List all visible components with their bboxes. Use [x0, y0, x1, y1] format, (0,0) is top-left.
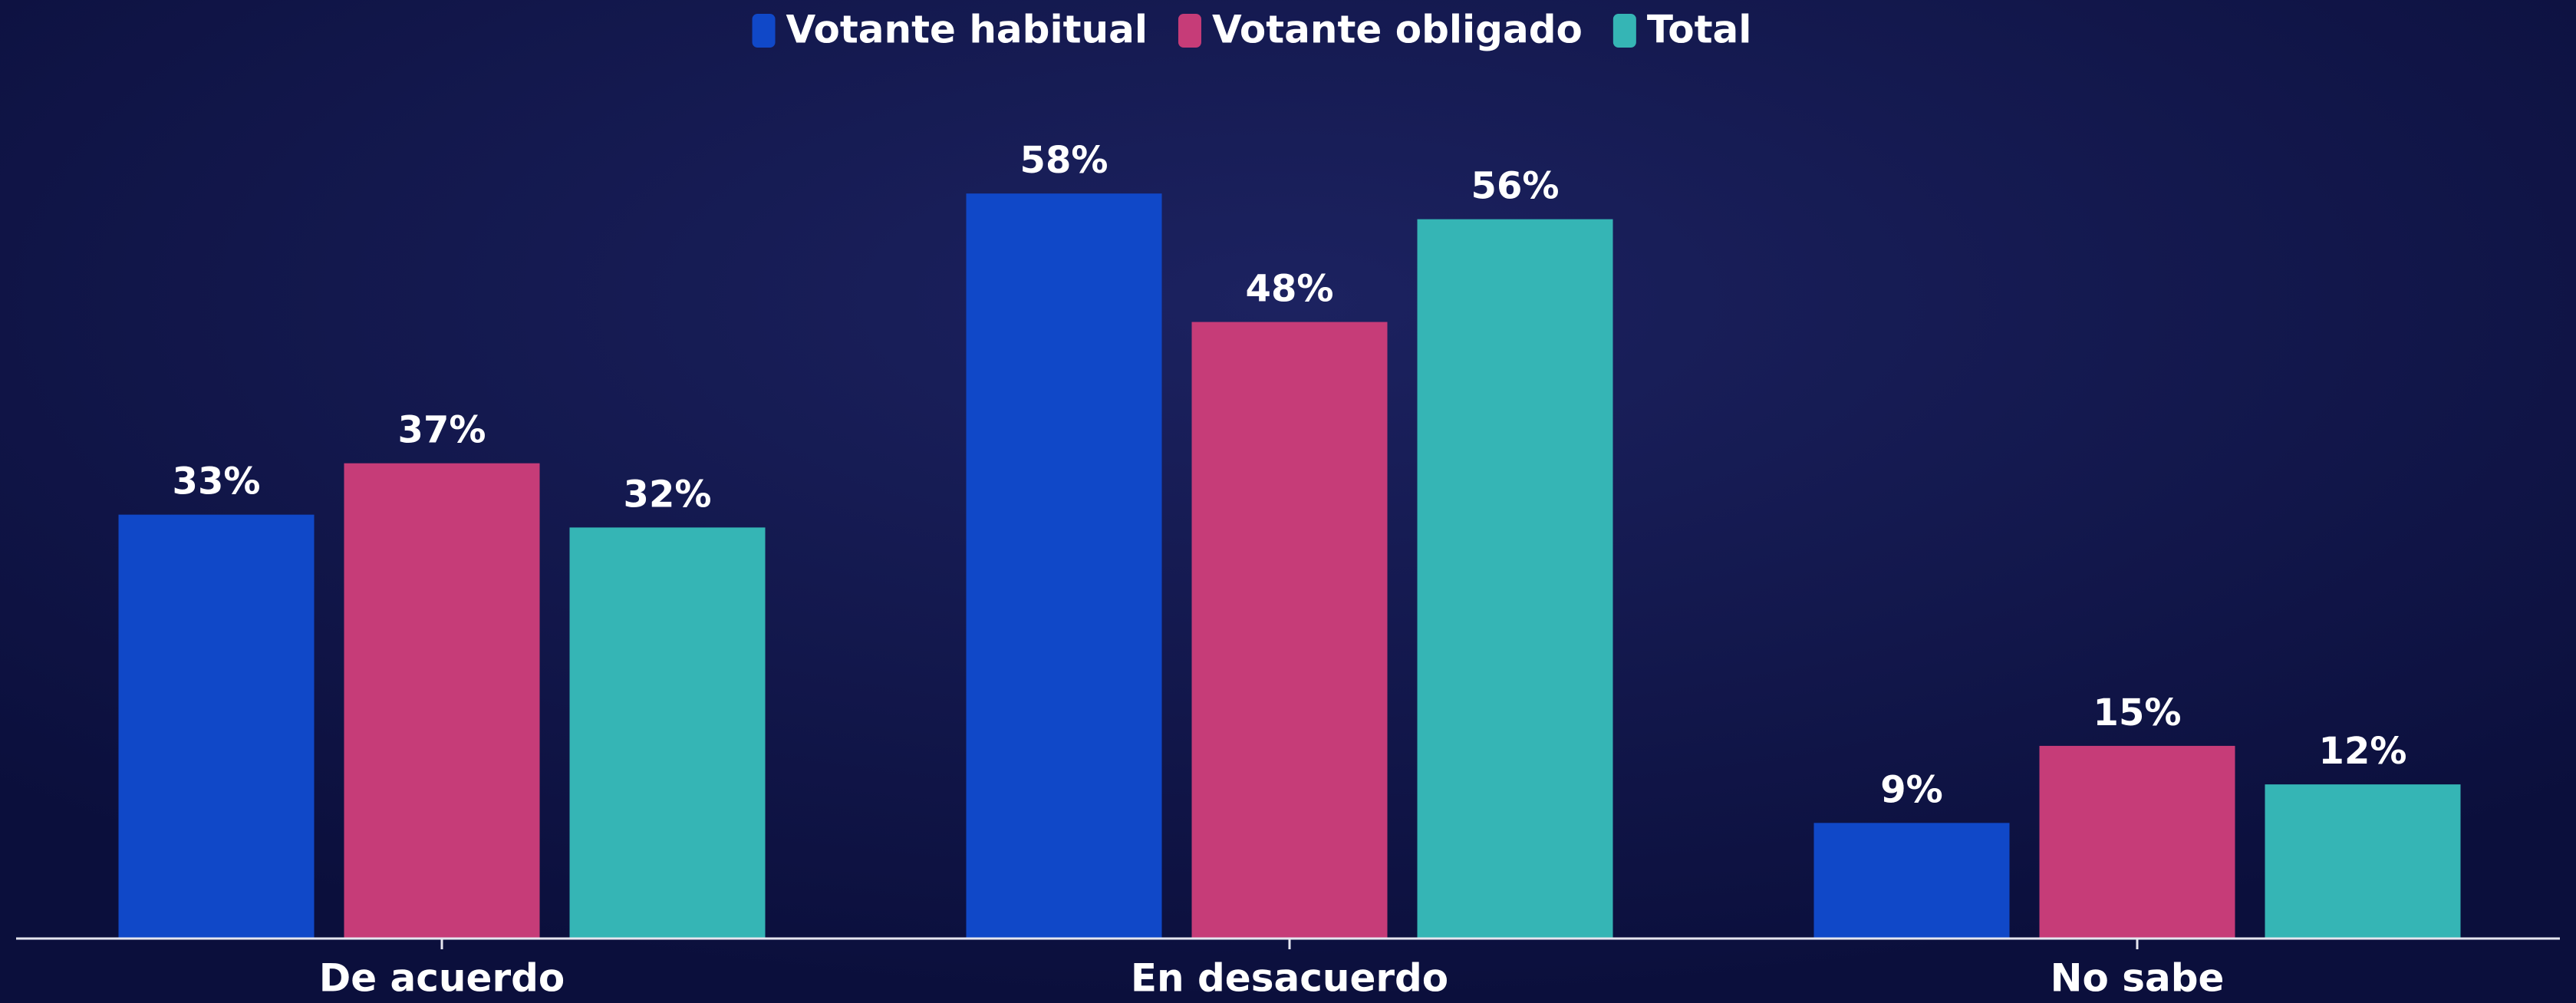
legend-label: Votante habitual	[786, 8, 1148, 52]
value-label: 32%	[624, 473, 712, 516]
legend-label: Votante obligado	[1212, 8, 1583, 52]
legend-item: Votante obligado	[1178, 8, 1583, 52]
legend-item: Total	[1612, 8, 1752, 52]
legend-item: Votante habitual	[752, 8, 1148, 52]
bar	[1813, 823, 2010, 939]
legend-label: Total	[1647, 8, 1752, 52]
bar	[966, 193, 1162, 939]
legend-swatch	[1178, 14, 1201, 48]
bar	[1191, 322, 1388, 939]
value-label: 15%	[2093, 691, 2182, 734]
bar	[2039, 745, 2235, 939]
value-label: 56%	[1471, 165, 1560, 208]
bar	[118, 514, 315, 939]
value-label: 12%	[2319, 730, 2407, 773]
x-tick-label: De acuerdo	[319, 956, 565, 1001]
value-label: 37%	[398, 409, 486, 452]
x-tick-label: No sabe	[2051, 956, 2225, 1001]
value-label: 58%	[1020, 139, 1108, 182]
legend-swatch	[1612, 14, 1636, 48]
legend-swatch	[752, 14, 776, 48]
value-label: 48%	[1246, 268, 1334, 311]
legend: Votante habitual Votante obligado Total	[752, 8, 1752, 52]
bar	[569, 527, 766, 939]
x-tick-label: En desacuerdo	[1131, 956, 1448, 1001]
value-label: 9%	[1880, 768, 1943, 811]
bar	[2265, 784, 2461, 939]
bar	[1417, 219, 1613, 939]
value-label: 33%	[173, 460, 261, 503]
bar	[344, 463, 540, 939]
